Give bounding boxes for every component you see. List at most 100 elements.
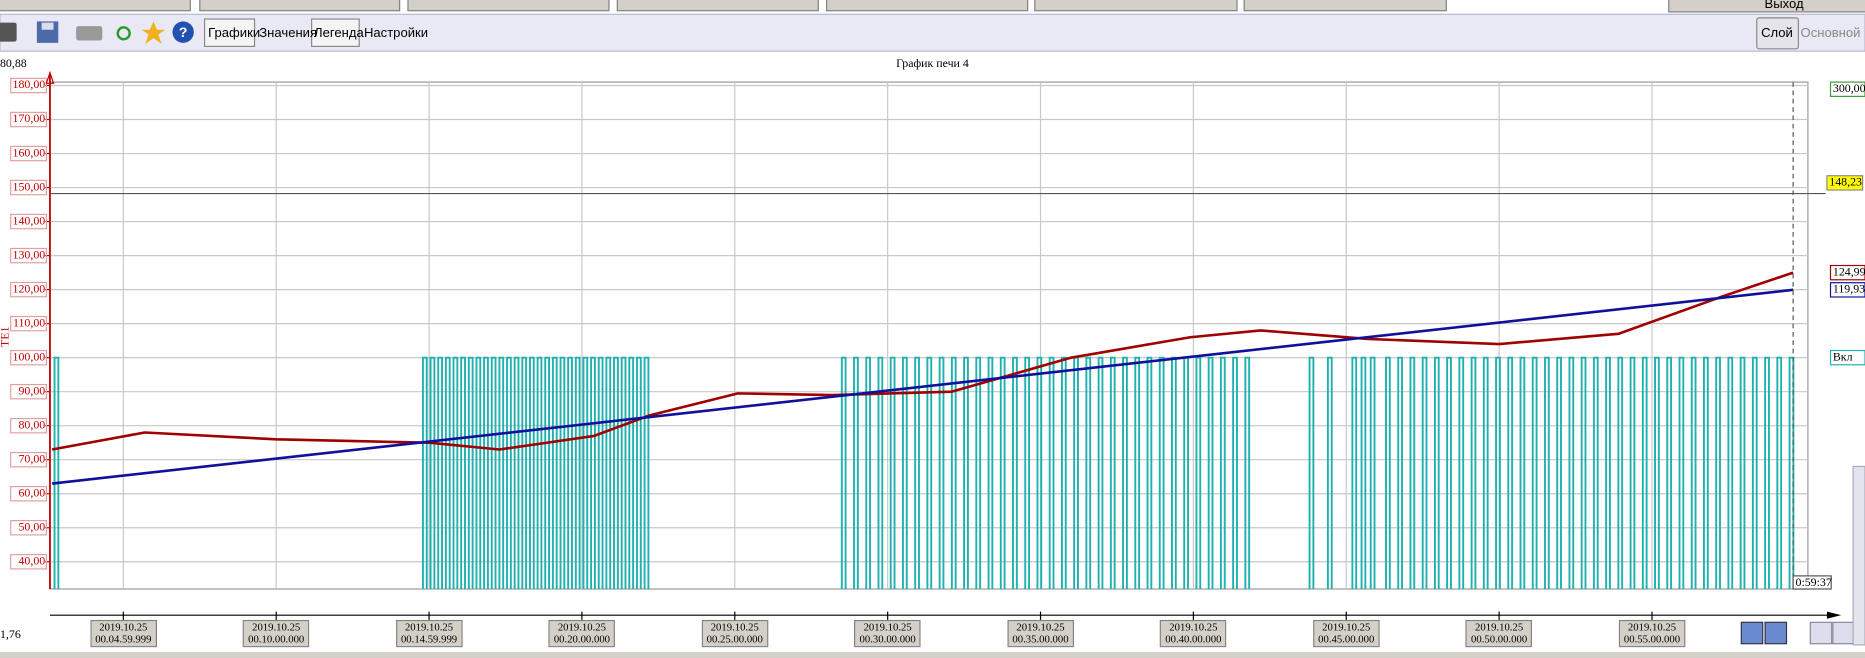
tab[interactable] — [0, 0, 191, 12]
x-tick-label-box: 2019.10.25 00.04.59.999 — [90, 619, 157, 648]
pulse — [1048, 356, 1055, 589]
tab[interactable] — [1243, 0, 1447, 12]
y-tick-box — [10, 554, 47, 570]
x-tick-label: 2019.10.25 00.14.59.999 — [395, 619, 463, 648]
pulse — [1060, 356, 1067, 589]
y-tick-label: 170,00 — [13, 111, 46, 125]
pulse — [1219, 356, 1226, 589]
pulse — [1764, 356, 1770, 589]
pulse — [513, 356, 520, 589]
main-button-label[interactable]: Основной — [1801, 25, 1861, 40]
pulse — [521, 356, 528, 589]
pulse — [559, 356, 566, 589]
x-tick-label: 2019.10.25 00.45.00.000 — [1312, 619, 1380, 648]
y-tick-label: 120,00 — [13, 281, 46, 295]
y-tick-box — [10, 451, 47, 468]
x-tick-label-box: 2019.10.25 00.30.00.000 — [854, 619, 921, 648]
pulse-label-box — [1829, 349, 1865, 366]
pulse — [1556, 356, 1562, 589]
favorite-icon[interactable] — [141, 21, 166, 45]
pulse — [950, 356, 957, 589]
x-tick-label-box: 2019.10.25 00.25.00.000 — [701, 619, 769, 648]
x-tick-label-box: 2019.10.25 00.10.00.000 — [242, 619, 310, 648]
pulse — [987, 356, 994, 589]
pulse — [567, 356, 573, 589]
tab[interactable] — [826, 0, 1029, 12]
pulse — [1109, 356, 1116, 589]
y-tick-box — [10, 349, 47, 366]
pulse — [963, 356, 969, 589]
value-label: 119,93 — [1833, 282, 1865, 296]
toolbar-button-label[interactable]: Настройки — [364, 25, 428, 40]
toolbar-button-label[interactable]: Легенда — [314, 25, 364, 40]
y-tick-label: 180,00 — [13, 77, 46, 91]
pulse — [1244, 356, 1251, 589]
bottom-border — [0, 652, 1865, 658]
tab[interactable] — [616, 0, 819, 12]
y-tick-box — [10, 485, 47, 502]
pulse — [1122, 356, 1128, 589]
pulse — [597, 356, 604, 589]
side-panel[interactable] — [1852, 465, 1865, 646]
pulse — [1158, 356, 1165, 589]
x-tick-label: 2019.10.25 00.40.00.000 — [1160, 619, 1227, 648]
zoom-in-button[interactable] — [1809, 621, 1833, 645]
y-axis-arrow — [45, 70, 55, 84]
pulse — [429, 356, 436, 589]
tab[interactable] — [1034, 0, 1238, 12]
pulse — [536, 356, 543, 589]
x-tick-label: 2019.10.25 00.10.00.000 — [242, 619, 310, 648]
pulse — [1207, 356, 1214, 589]
chart-title: График печи 4 — [896, 56, 969, 70]
pulse — [1024, 356, 1030, 589]
refresh-icon[interactable] — [116, 26, 131, 41]
print-icon[interactable] — [76, 26, 103, 41]
y-tick-label: 90,00 — [18, 383, 45, 397]
pulse — [1308, 356, 1315, 589]
toolbar — [0, 13, 1865, 52]
tab[interactable] — [199, 0, 401, 12]
y-tick-label: 40,00 — [18, 554, 45, 568]
toolbar-button-label[interactable]: Значения — [259, 25, 317, 40]
toolbar-button[interactable] — [311, 18, 360, 47]
save-icon-label — [41, 22, 54, 30]
value-label-box — [1829, 264, 1865, 281]
view-button[interactable] — [1740, 621, 1764, 645]
x-tick-label: 2019.10.25 00.20.00.000 — [548, 619, 616, 648]
y-tick-label: 140,00 — [13, 213, 46, 227]
pulse — [1629, 356, 1636, 589]
pulse — [1544, 356, 1550, 589]
camera-icon[interactable] — [0, 22, 17, 42]
pulse — [605, 356, 612, 589]
pulse — [877, 356, 884, 589]
toolbar-button[interactable] — [203, 18, 256, 47]
pulse — [613, 356, 619, 589]
layer-button[interactable] — [1756, 17, 1799, 50]
pulse — [1703, 356, 1709, 589]
help-icon[interactable] — [172, 21, 194, 43]
pulse — [975, 356, 982, 589]
threshold-label-box — [1826, 175, 1864, 191]
threshold-label: 148,23 — [1829, 175, 1862, 189]
pulse — [999, 356, 1006, 589]
pulse — [1580, 356, 1587, 589]
pulse — [1568, 356, 1575, 589]
layer-button-label[interactable]: Слой — [1761, 25, 1793, 40]
zoom-out-button[interactable] — [1832, 621, 1855, 645]
x-tick-label: 2019.10.25 00.04.59.999 — [90, 619, 157, 648]
view-button[interactable] — [1764, 621, 1788, 645]
toolbar-button-label[interactable]: Графики — [208, 25, 260, 40]
pulse — [889, 356, 896, 589]
tab[interactable] — [407, 0, 610, 12]
help-icon-mark: ? — [179, 25, 188, 41]
pulse-label: Вкл — [1833, 349, 1853, 363]
pulse — [1458, 356, 1465, 589]
pulse — [490, 356, 497, 589]
y-axis-label: ТЕ1 — [0, 326, 12, 347]
x-tick-label-box: 2019.10.25 00.45.00.000 — [1312, 619, 1380, 648]
x-tick-label-box: 2019.10.25 00.40.00.000 — [1160, 619, 1227, 648]
y-tick-label: 70,00 — [18, 451, 45, 465]
exit-button[interactable] — [1668, 0, 1865, 13]
x-tick-label-box: 2019.10.25 00.55.00.000 — [1618, 619, 1686, 648]
